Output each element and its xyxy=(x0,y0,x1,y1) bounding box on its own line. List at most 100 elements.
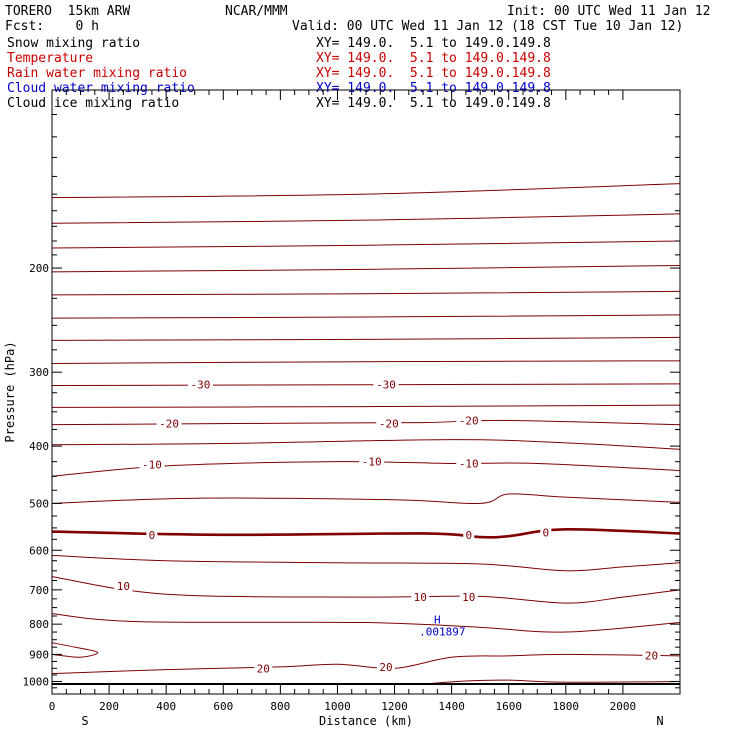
x-tick-label: 200 xyxy=(99,700,119,713)
contour-label: -30 xyxy=(376,379,396,392)
contour-line xyxy=(51,213,681,224)
contour-label-bg xyxy=(146,528,158,541)
contour-label-bg xyxy=(373,378,399,391)
y-tick-label: 300 xyxy=(29,366,49,379)
center-label: NCAR/MMM xyxy=(225,4,288,19)
contour-line xyxy=(51,404,681,408)
y-tick-label: 200 xyxy=(29,262,49,275)
axis-ticks: 0 200 400 600 800 1000 1200 1400 1600 1800 2000200… xyxy=(23,90,680,713)
contour-label-bg xyxy=(411,591,430,604)
contour-label: -10 xyxy=(459,457,479,470)
contour-label: -30 xyxy=(190,379,210,392)
south-end-label: S xyxy=(81,714,88,728)
north-end-label: N xyxy=(656,714,663,728)
model-title: TORERO 15km ARW xyxy=(5,4,131,19)
contour-line xyxy=(51,613,681,633)
contour-label: 10 xyxy=(462,591,475,604)
contour-line xyxy=(51,576,681,604)
contour-label-bg xyxy=(376,417,402,430)
plot-frame xyxy=(51,89,681,695)
field-xy-first: XY= 149.0. 5.1 to 149.0.149.8 xyxy=(316,36,551,51)
field-xy-rain: XY= 149.0. 5.1 to 149.0.149.8 xyxy=(316,66,551,81)
contour-line xyxy=(51,264,681,273)
contour-line xyxy=(51,419,681,426)
contour-label: 20 xyxy=(379,661,392,674)
contour-line xyxy=(51,383,681,387)
x-tick-label: 800 xyxy=(270,700,290,713)
high-value: .001897 xyxy=(419,626,465,639)
contour-line xyxy=(51,493,681,505)
field-name-snow: Snow mixing ratio xyxy=(7,36,141,51)
x-tick-label: 1200 xyxy=(381,700,408,713)
extremum-marker: H.001897 xyxy=(419,614,465,639)
y-tick-label: 900 xyxy=(29,648,49,661)
contour-label: -10 xyxy=(142,459,162,472)
contour-label-bg xyxy=(456,457,482,470)
contour-line xyxy=(51,360,681,364)
field-name-cloud-water: Cloud water mixing ratio xyxy=(7,81,195,96)
contour-label: 10 xyxy=(117,580,130,593)
contour-line xyxy=(51,336,681,341)
x-tick-label: 0 xyxy=(49,700,56,713)
contour-label-bg xyxy=(254,662,273,675)
contour-label-bg xyxy=(187,378,213,391)
x-tick-label: 2000 xyxy=(610,700,637,713)
y-tick-label: 1000 xyxy=(23,675,50,688)
high-symbol: H xyxy=(434,614,441,627)
contour-label-bg xyxy=(139,458,165,471)
x-tick-label: 1000 xyxy=(324,700,351,713)
contour-label: 20 xyxy=(257,662,270,675)
contour-label: 20 xyxy=(645,649,658,662)
contour-label: 0 xyxy=(465,529,472,542)
init-time: Init: 00 UTC Wed 11 Jan 12 xyxy=(507,4,711,19)
contour-label-bg xyxy=(459,591,478,604)
contour-line xyxy=(51,653,681,675)
y-tick-label: 500 xyxy=(29,497,49,510)
x-tick-label: 1600 xyxy=(495,700,522,713)
contour-label-bg xyxy=(359,455,385,468)
contour-labels: -30 -30 -20 -20 -20 -10 -10 -10 0 0 0 10 10 10 20 20 20 xyxy=(114,378,661,675)
y-tick-label: 700 xyxy=(29,584,49,597)
contour-label-bg xyxy=(456,414,482,427)
contour-label-bg xyxy=(114,580,133,593)
contour-line xyxy=(51,290,681,296)
y-tick-label: 800 xyxy=(29,618,49,631)
x-axis-label: Distance (km) xyxy=(319,714,413,728)
contour-label: -20 xyxy=(459,414,479,427)
field-name-temperature: Temperature xyxy=(7,51,94,66)
contour-line xyxy=(51,314,681,319)
contour-line xyxy=(51,240,681,249)
forecast-hour: Fcst: 0 h xyxy=(5,19,99,34)
contour-line xyxy=(51,183,681,199)
contour-lines xyxy=(51,183,681,686)
field-xy-cloud-water: XY= 149.0. 5.1 to 149.0.149.8 xyxy=(316,81,551,96)
y-axis-label: Pressure (hPa) xyxy=(3,341,17,442)
contour-line xyxy=(423,679,681,685)
contour-label-bg xyxy=(463,528,475,541)
contour-line xyxy=(51,642,99,658)
contour-label-bg xyxy=(156,417,182,430)
contour-label: 0 xyxy=(543,527,550,540)
contour-label-bg xyxy=(540,526,552,539)
valid-time: Valid: 00 UTC Wed 11 Jan 12 (18 CST Tue … xyxy=(292,19,684,34)
contour-label: -20 xyxy=(159,417,179,430)
contour-label: 0 xyxy=(149,529,156,542)
x-tick-label: 600 xyxy=(213,700,233,713)
x-tick-label: 1400 xyxy=(438,700,465,713)
contour-label-bg xyxy=(642,649,661,662)
bold-contour-line xyxy=(51,527,681,539)
contour-label: 10 xyxy=(414,591,427,604)
contour-label: -10 xyxy=(362,456,382,469)
contour-label-bg xyxy=(376,660,395,673)
field-xy-temperature: XY= 149.0. 5.1 to 149.0.149.8 xyxy=(316,51,551,66)
x-tick-label: 400 xyxy=(156,700,176,713)
contour-label: -20 xyxy=(379,417,399,430)
y-tick-label: 600 xyxy=(29,544,49,557)
field-name-cloud-ice: Cloud ice mixing ratio xyxy=(7,96,180,111)
y-tick-label: 400 xyxy=(29,440,49,453)
x-tick-label: 1800 xyxy=(553,700,580,713)
field-xy-cloud-ice: XY= 149.0. 5.1 to 149.0.149.8 xyxy=(316,96,551,111)
field-name-rain: Rain water mixing ratio xyxy=(7,66,188,81)
contour-line xyxy=(51,439,681,450)
